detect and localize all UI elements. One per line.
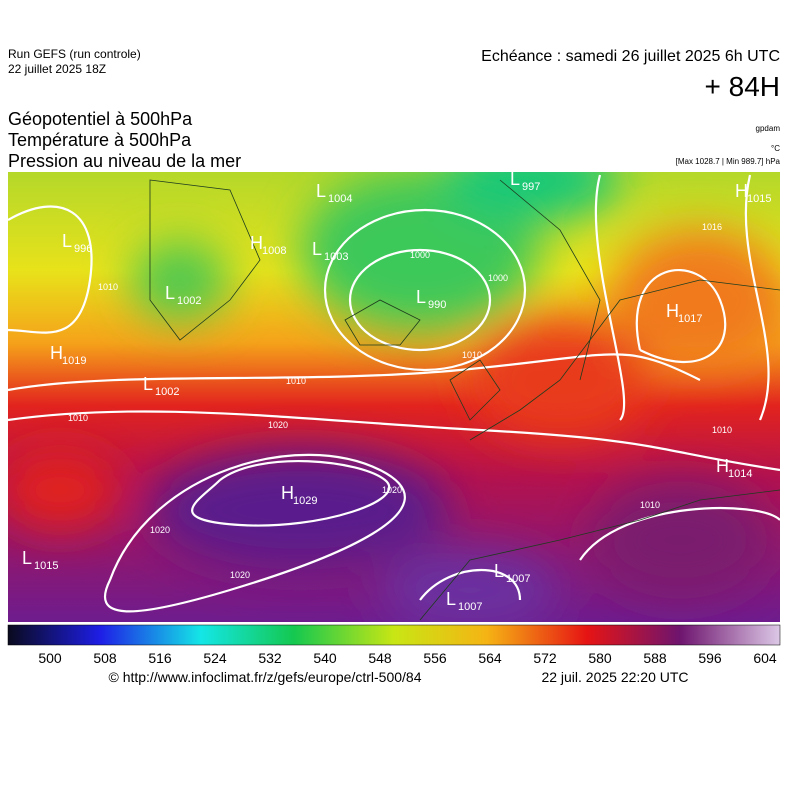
center-letter: L	[62, 231, 72, 251]
center-letter: H	[250, 233, 263, 253]
center-letter: L	[165, 283, 175, 303]
isobar-label: 1020	[150, 525, 170, 535]
center-letter: L	[22, 548, 32, 568]
isobar-label: 1010	[462, 350, 482, 360]
center-pressure: 1017	[678, 313, 702, 325]
source-url: © http://www.infoclimat.fr/z/gefs/europe…	[108, 669, 421, 685]
colorbar-tick-label: 508	[93, 650, 117, 666]
isobar-label: 1000	[488, 273, 508, 283]
isobar-label: 1000	[410, 250, 430, 260]
isobars	[8, 174, 780, 613]
unit-label: [Max 1028.7 | Min 989.7] hPa	[676, 157, 781, 166]
center-letter: L	[312, 239, 322, 259]
colorbar-tick-label: 572	[533, 650, 557, 666]
center-pressure: 1002	[177, 295, 201, 307]
colorbar-tick-label: 532	[258, 650, 282, 666]
colorbar-tick-label: 564	[478, 650, 502, 666]
colorbar-tick-label: 556	[423, 650, 447, 666]
center-letter: L	[416, 287, 426, 307]
center-letter: L	[494, 561, 504, 581]
lead-time: + 84H	[705, 71, 781, 102]
isobar-label: 1020	[268, 420, 288, 430]
colorbar-tick-label: 524	[203, 650, 227, 666]
title-line: Géopotentiel à 500hPa	[8, 109, 193, 129]
isobar-label: 1010	[98, 282, 118, 292]
isobar-label: 1020	[382, 485, 402, 495]
colorbar-tick-label: 580	[588, 650, 612, 666]
center-pressure: 1019	[62, 355, 86, 367]
map	[8, 172, 780, 622]
colorbar-tick-label: 596	[698, 650, 722, 666]
run-name: Run GEFS (run controle)	[8, 47, 141, 61]
colorbar-ticks: 500 508 516 524 532 540 548 556 564 572 580 588 596 6…	[38, 650, 777, 666]
center-pressure: 1007	[458, 601, 482, 613]
valid-time: Echéance : samedi 26 juillet 2025 6h UTC	[481, 48, 780, 65]
center-pressure: 1003	[324, 251, 348, 263]
center-letter: H	[666, 301, 679, 321]
center-pressure: 1015	[34, 560, 58, 572]
isobar-label: 1010	[68, 413, 88, 423]
center-pressure: 1015	[747, 193, 771, 205]
run-date: 22 juillet 2025 18Z	[8, 62, 106, 76]
unit-label: gpdam	[756, 124, 781, 133]
center-pressure: 1002	[155, 386, 179, 398]
center-pressure: 1029	[293, 495, 317, 507]
center-pressure: 990	[428, 299, 446, 311]
colorbar	[7, 624, 781, 646]
isobar-label: 1010	[640, 500, 660, 510]
center-letter: H	[50, 343, 63, 363]
center-pressure: 997	[522, 181, 540, 193]
center-letter: H	[281, 483, 294, 503]
coastlines	[149, 179, 780, 621]
title-line: Pression au niveau de la mer	[8, 151, 241, 171]
colorbar-tick-label: 604	[753, 650, 777, 666]
center-letter: H	[735, 181, 748, 201]
isobar-label: 1020	[230, 570, 250, 580]
center-pressure: 1004	[328, 193, 352, 205]
colorbar-tick-label: 500	[38, 650, 62, 666]
center-letter: L	[446, 589, 456, 609]
title-line: Température à 500hPa	[8, 130, 192, 150]
center-letter: H	[716, 456, 729, 476]
isobar-label: 1010	[286, 376, 306, 386]
colorbar-tick-label: 516	[148, 650, 172, 666]
colorbar-tick-label: 548	[368, 650, 392, 666]
isobar-labels: 1010 1010 1010 1020 1020 1020 1020 1000 1000 1010…	[68, 222, 732, 580]
unit-label: °C	[771, 144, 780, 153]
colorbar-tick-label: 540	[313, 650, 337, 666]
field-blobs	[8, 172, 780, 622]
timestamp: 22 juil. 2025 22:20 UTC	[541, 669, 688, 685]
center-letter: L	[510, 169, 520, 189]
center-letter: L	[143, 374, 153, 394]
isobar-label: 1016	[702, 222, 722, 232]
center-pressure: 1007	[506, 573, 530, 585]
colorbar-tick-label: 588	[643, 650, 667, 666]
center-letter: L	[316, 181, 326, 201]
center-pressure: 996	[74, 243, 92, 255]
isobar-label: 1010	[712, 425, 732, 435]
center-pressure: 1008	[262, 245, 286, 257]
center-pressure: 1014	[728, 468, 752, 480]
